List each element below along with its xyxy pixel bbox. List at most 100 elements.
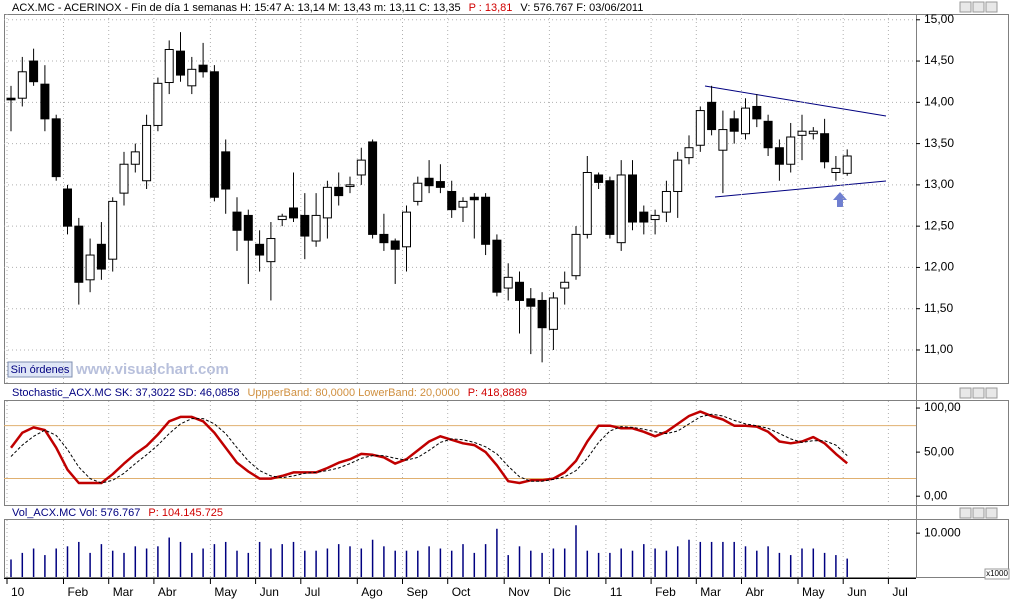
candle-body xyxy=(718,129,728,151)
candle-body xyxy=(209,71,219,198)
x-tick-label: Sep xyxy=(407,585,429,599)
candle-body xyxy=(786,136,796,165)
series-line xyxy=(10,410,848,485)
candle-body xyxy=(447,190,457,211)
candle-body xyxy=(96,243,106,270)
candle-body xyxy=(797,130,807,136)
volume-panel xyxy=(4,519,1009,578)
candle-body xyxy=(741,107,750,135)
trend-line xyxy=(714,180,887,198)
candle-body xyxy=(413,182,423,202)
candle-body xyxy=(345,184,355,188)
candle-body xyxy=(560,281,570,289)
y-tick-label: 13,00 xyxy=(924,177,954,191)
panel-buttons xyxy=(959,1,998,519)
candle-body xyxy=(368,141,378,235)
candle-body xyxy=(356,159,366,176)
candle-body xyxy=(142,124,152,182)
x-tick-label: Jun xyxy=(260,585,279,599)
candle-body xyxy=(594,174,604,183)
candle-body xyxy=(130,151,140,165)
candle-body xyxy=(673,159,683,192)
orders-button[interactable] xyxy=(7,361,73,378)
x-tick-label: May xyxy=(802,585,825,599)
panel-title: UppperBand: 80,0000 LowerBand: 20,0000 xyxy=(247,387,459,399)
candle-body xyxy=(424,177,434,187)
candle-body xyxy=(707,101,717,131)
candle-body xyxy=(616,174,626,244)
x-tick-label: Feb xyxy=(655,585,676,599)
candle-body xyxy=(469,196,479,201)
x-tick-label: Mar xyxy=(113,585,134,599)
candle-body xyxy=(164,48,174,84)
button[interactable] xyxy=(985,1,998,13)
trend-line xyxy=(704,85,887,117)
arrow xyxy=(833,192,847,207)
candle-body xyxy=(187,68,197,87)
x-tick-label: 11 xyxy=(610,585,623,599)
panel-title: Stochastic_ACX.MC SK: 37,3022 SD: 46,085… xyxy=(12,387,239,399)
candle-body xyxy=(661,190,671,213)
candle-body xyxy=(40,83,50,120)
candle-body xyxy=(515,281,524,301)
stochastic-panel xyxy=(4,400,1009,506)
candle-body xyxy=(289,207,298,219)
x-tick-label: Feb xyxy=(68,585,89,599)
y-tick-label: 11,00 xyxy=(924,342,953,356)
button[interactable] xyxy=(972,507,985,519)
candle-body xyxy=(300,214,310,237)
orders-label[interactable]: Sin órdenes xyxy=(11,364,70,376)
candle-body xyxy=(51,118,61,178)
candle-body xyxy=(752,105,762,120)
panel-title: P: 418,8889 xyxy=(468,387,527,399)
button[interactable] xyxy=(985,507,998,519)
x-tick-label: Dic xyxy=(553,585,570,599)
candle-body xyxy=(266,238,276,263)
candle-body xyxy=(277,215,287,221)
x-tick-label: Abr xyxy=(158,585,177,599)
x-tick-label: May xyxy=(214,585,237,599)
candle-body xyxy=(820,133,830,163)
unit-box xyxy=(984,568,1010,580)
x-tick-label: Ago xyxy=(361,585,383,599)
candle-body xyxy=(322,186,332,219)
candle-body xyxy=(334,186,344,197)
candle-body xyxy=(108,200,118,260)
y-tick-label: 14,50 xyxy=(924,53,954,67)
candle-body xyxy=(379,233,389,244)
candle-body xyxy=(74,225,84,283)
x-tick-label: Oct xyxy=(452,585,471,599)
candle-body xyxy=(243,214,253,241)
candle-body xyxy=(311,214,321,242)
candle-body xyxy=(831,167,841,173)
candle-body xyxy=(582,171,592,235)
candle-body xyxy=(605,180,615,235)
candle-body xyxy=(808,130,818,135)
candle-body xyxy=(221,151,231,190)
candle-body xyxy=(176,50,185,76)
candle-body xyxy=(763,120,773,149)
candle-body xyxy=(390,240,400,250)
button[interactable] xyxy=(959,387,972,399)
button[interactable] xyxy=(972,387,985,399)
button[interactable] xyxy=(959,1,972,13)
candle-body xyxy=(571,233,581,277)
button[interactable] xyxy=(972,1,985,13)
button[interactable] xyxy=(985,387,998,399)
panel-title: V: 576.767 F: 03/06/2011 xyxy=(520,2,643,14)
candle-body xyxy=(198,64,208,73)
candle-body xyxy=(63,188,72,227)
y-tick-label: 0,00 xyxy=(924,488,948,502)
y-tick-label: 10.000 xyxy=(924,525,961,539)
y-tick-label: 100,00 xyxy=(924,400,961,414)
candle-body xyxy=(548,297,558,330)
candle-body xyxy=(639,211,649,223)
candle-body xyxy=(435,181,445,188)
candle-body xyxy=(17,71,27,99)
x-tick-label: Nov xyxy=(508,585,529,599)
candle-body xyxy=(503,276,513,289)
button[interactable] xyxy=(959,507,972,519)
watermark: www.visualchart.com xyxy=(75,361,229,378)
